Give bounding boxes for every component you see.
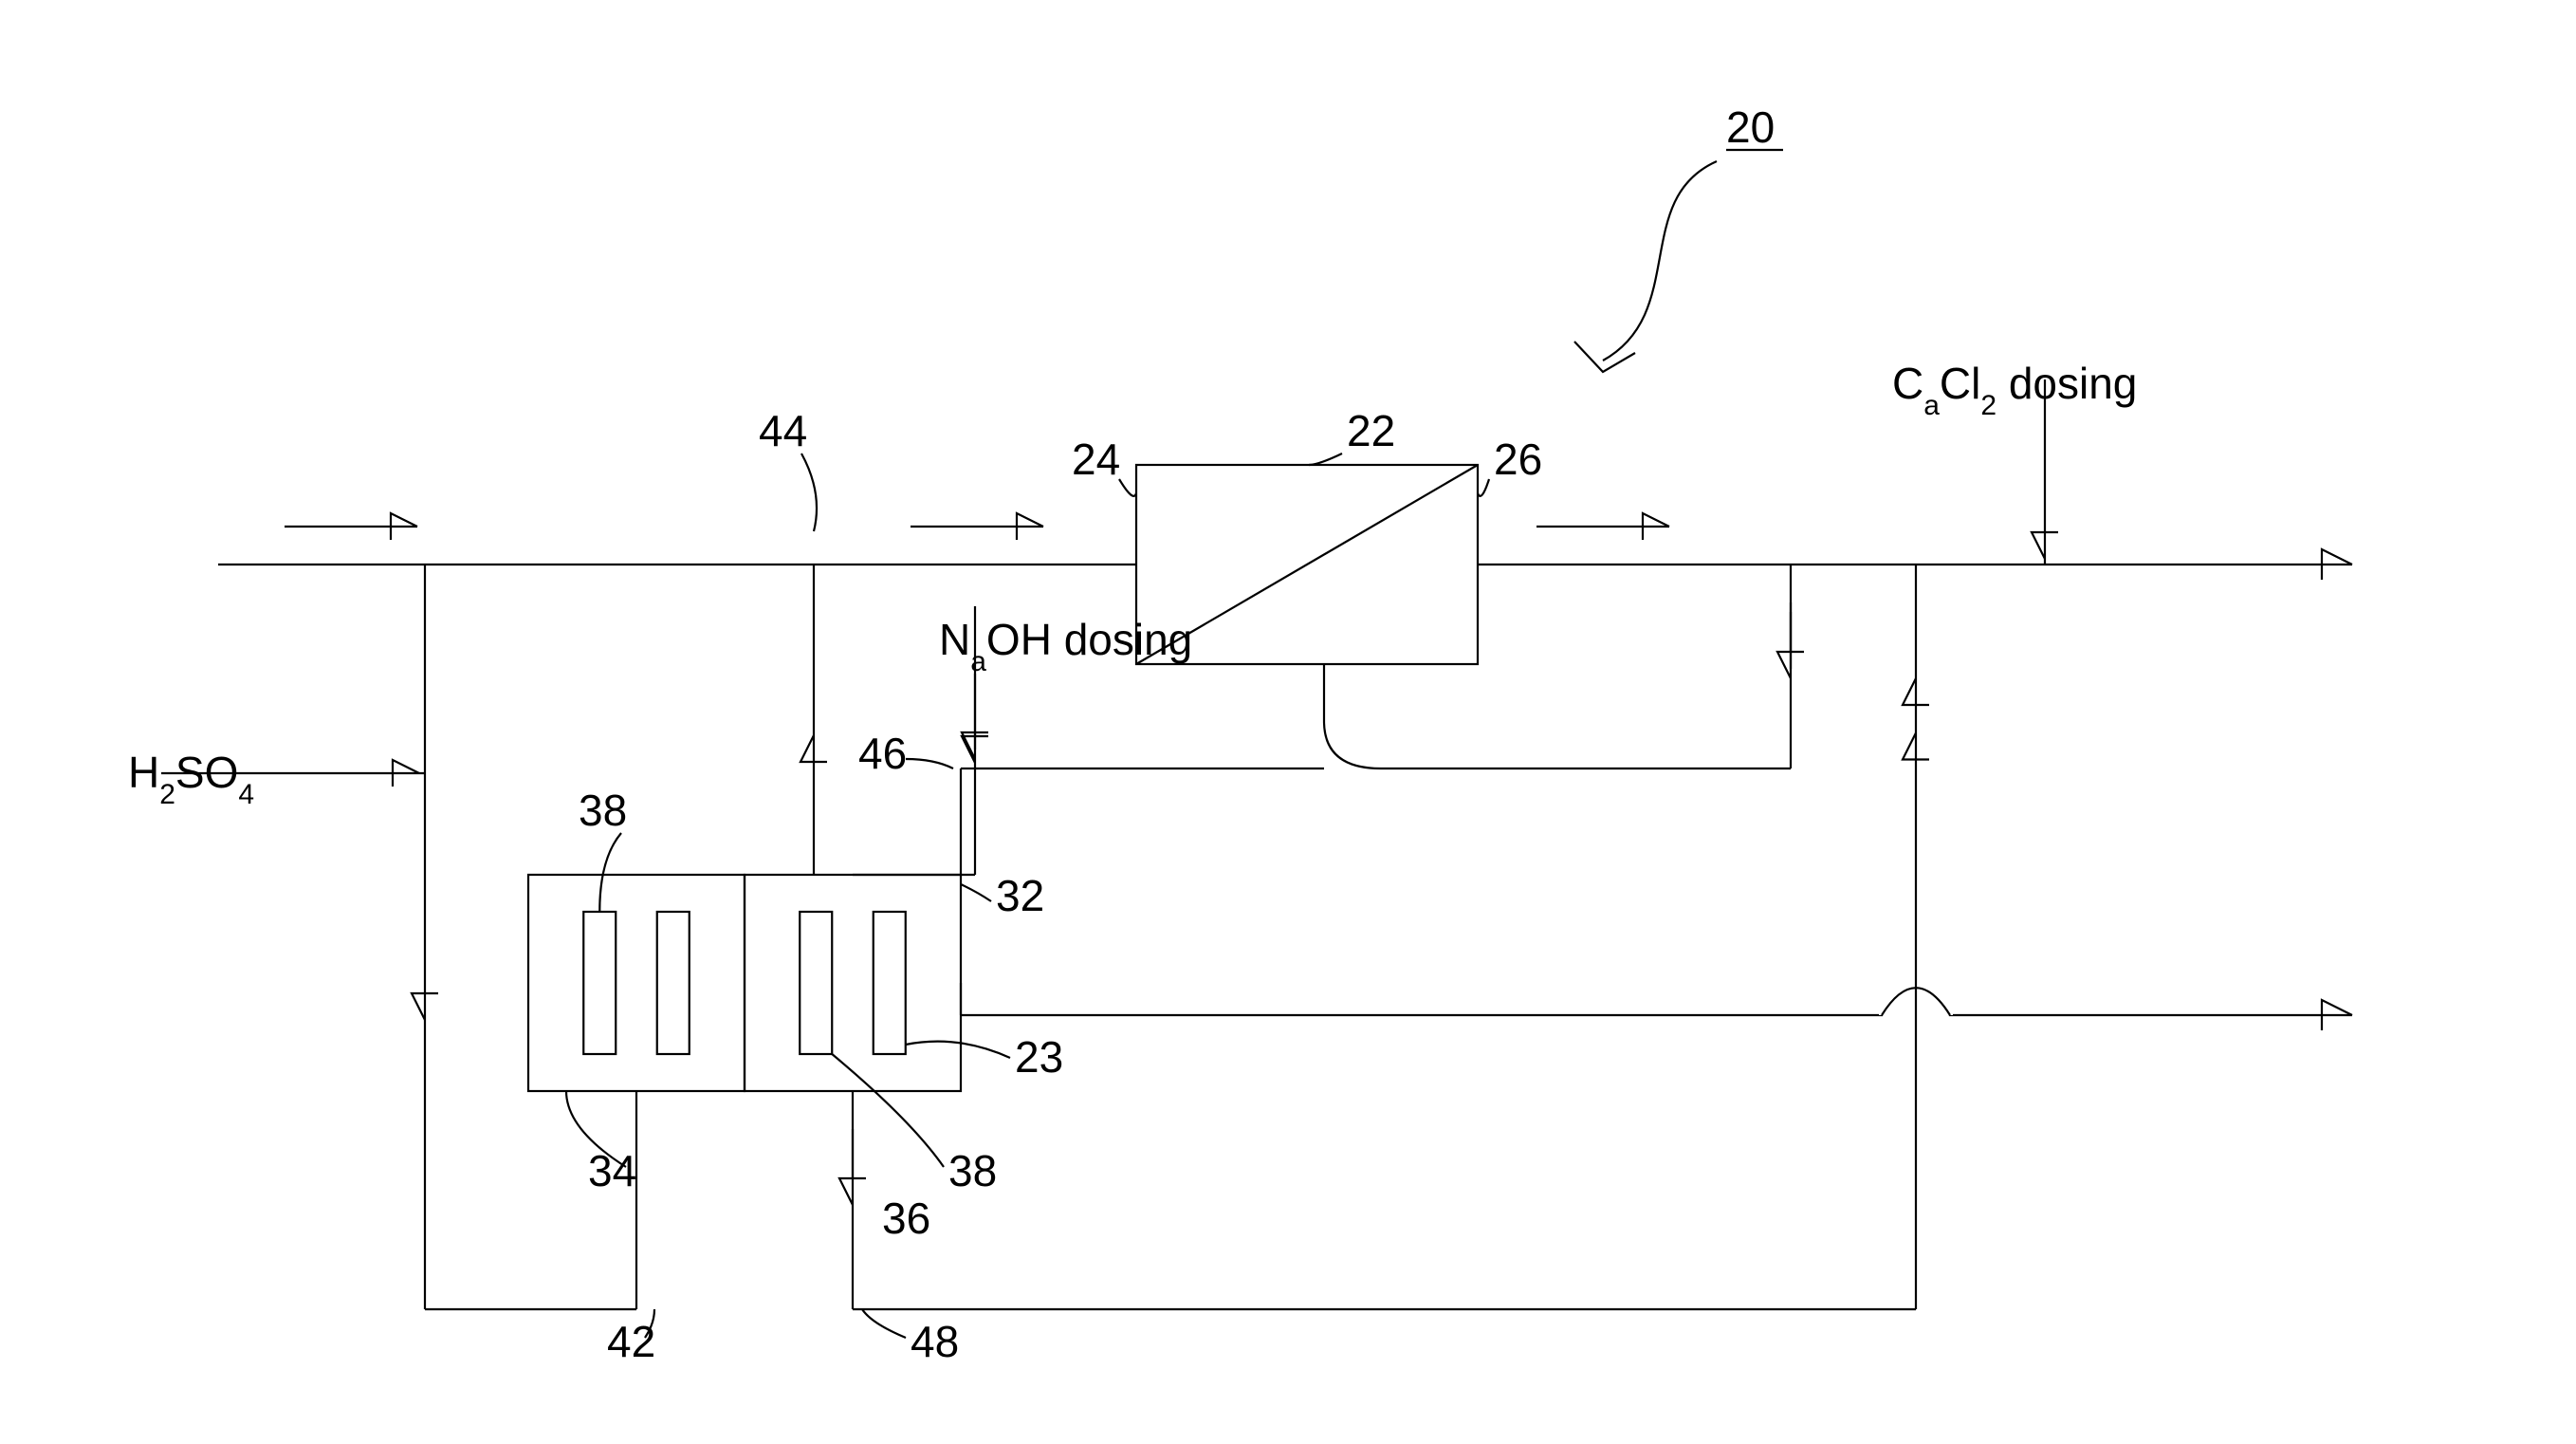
svg-text:38: 38 [579, 786, 627, 835]
svg-text:38: 38 [948, 1146, 997, 1195]
svg-text:H2SO4: H2SO4 [128, 748, 254, 810]
svg-text:NaOH dosing: NaOH dosing [939, 615, 1192, 677]
svg-text:42: 42 [607, 1317, 655, 1366]
svg-text:46: 46 [858, 729, 907, 778]
svg-text:23: 23 [1015, 1032, 1063, 1082]
svg-text:44: 44 [759, 406, 807, 455]
svg-text:32: 32 [996, 871, 1044, 920]
svg-text:48: 48 [911, 1317, 959, 1366]
svg-text:20: 20 [1726, 102, 1775, 152]
svg-text:26: 26 [1494, 435, 1542, 484]
svg-text:36: 36 [882, 1194, 930, 1243]
svg-text:22: 22 [1347, 406, 1395, 455]
svg-text:24: 24 [1072, 435, 1120, 484]
svg-text:34: 34 [588, 1146, 636, 1195]
svg-text:CaCl2 dosing: CaCl2 dosing [1892, 359, 2137, 421]
